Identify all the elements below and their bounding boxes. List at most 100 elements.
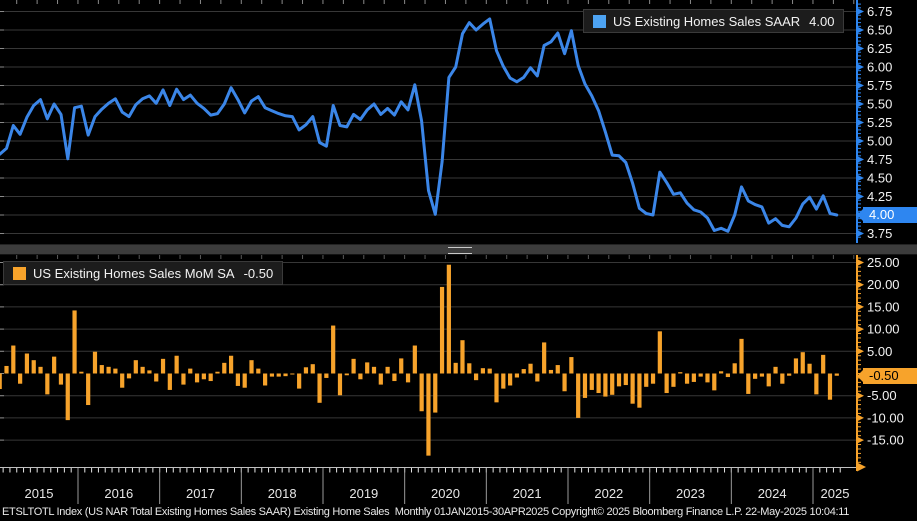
mom-bar bbox=[610, 373, 615, 395]
mom-bar bbox=[303, 367, 309, 374]
mom-bar bbox=[65, 373, 70, 421]
axis-label: 3.75 bbox=[867, 226, 892, 241]
mom-bar bbox=[698, 373, 703, 377]
axis-label: 5.00 bbox=[867, 344, 892, 359]
mom-bar bbox=[72, 310, 77, 374]
mom-bar bbox=[242, 373, 247, 388]
axis-label: 4.75 bbox=[867, 152, 892, 167]
mom-bar bbox=[494, 373, 499, 403]
axis-tick-arrow-icon bbox=[857, 137, 864, 145]
saar-line bbox=[0, 17, 839, 233]
mom-bar bbox=[827, 373, 833, 400]
mom-value-axis[interactable]: 25.00 20.00 15.00 10.00 5.00 -5.00 -10.00 -15.0… bbox=[856, 255, 904, 471]
mom-bar bbox=[528, 363, 533, 374]
mom-bar bbox=[120, 373, 125, 388]
axis-tick-arrow-icon bbox=[857, 63, 864, 71]
legend-saar[interactable]: US Existing Homes Sales SAAR 4.00 bbox=[583, 9, 845, 33]
axis-label: 5.00 bbox=[867, 134, 892, 149]
mom-bar bbox=[814, 373, 819, 395]
mom-bar bbox=[399, 358, 404, 374]
mom-bar bbox=[684, 373, 690, 384]
axis-tick-arrow-icon bbox=[857, 8, 864, 15]
axis-tick-arrow-icon bbox=[857, 259, 864, 266]
mom-bar bbox=[576, 373, 581, 418]
mom-bar bbox=[453, 362, 458, 374]
axis-tick-arrow-icon bbox=[857, 82, 864, 89]
mom-bar bbox=[691, 373, 696, 382]
axis-label: 6.75 bbox=[867, 4, 892, 19]
mom-bar bbox=[759, 373, 765, 377]
saar-series-swatch-icon bbox=[593, 14, 606, 28]
panel-divider-handle-icon[interactable] bbox=[448, 247, 472, 254]
mom-bar bbox=[58, 373, 64, 385]
axis-tick-arrow-icon bbox=[857, 193, 864, 200]
mom-bar bbox=[732, 363, 737, 374]
mom-bar bbox=[45, 373, 50, 395]
saar-series-last-value: 4.00 bbox=[809, 13, 835, 29]
mom-bar bbox=[167, 373, 172, 390]
mom-bars bbox=[0, 264, 839, 456]
year-label: 2016 bbox=[104, 486, 133, 501]
legend-mom[interactable]: US Existing Homes Sales MoM SA -0.50 bbox=[3, 261, 284, 285]
mom-bar bbox=[201, 373, 206, 380]
mom-bar bbox=[92, 351, 98, 374]
mom-bar bbox=[86, 373, 91, 406]
mom-bar bbox=[467, 363, 472, 374]
mom-bar bbox=[392, 373, 397, 382]
mom-bar bbox=[508, 373, 513, 386]
bottom-panel-plot-area[interactable] bbox=[0, 255, 857, 466]
mom-bar bbox=[317, 373, 322, 403]
saar-last-value-marker: 4.00 bbox=[857, 207, 917, 223]
year-label: 2023 bbox=[676, 486, 705, 501]
axis-label: 15.00 bbox=[867, 299, 900, 314]
mom-bar bbox=[657, 331, 662, 374]
mom-bar bbox=[800, 352, 805, 374]
axis-tick-arrow-icon bbox=[857, 436, 864, 444]
mom-bar bbox=[188, 368, 193, 374]
mom-bar bbox=[181, 373, 186, 385]
axis-label: 10.00 bbox=[867, 322, 900, 337]
axis-tick-arrow-icon bbox=[857, 392, 864, 400]
mom-bar bbox=[439, 286, 445, 374]
axis-tick-arrow-icon bbox=[857, 100, 864, 108]
mom-bar bbox=[52, 356, 57, 374]
mom-bar bbox=[358, 373, 363, 380]
mom-series-last-value: -0.50 bbox=[243, 265, 274, 281]
mom-bar bbox=[746, 373, 751, 394]
mom-bar bbox=[24, 353, 30, 374]
axis-label: 5.25 bbox=[867, 115, 892, 130]
axis-tick-arrow-icon bbox=[857, 174, 864, 182]
mom-bar bbox=[249, 360, 254, 374]
mom-bar bbox=[126, 373, 132, 379]
mom-bar bbox=[535, 373, 540, 382]
mom-bar bbox=[0, 373, 2, 390]
mom-bar bbox=[821, 354, 826, 374]
mom-bar bbox=[637, 373, 642, 408]
axis-tick-arrow-icon bbox=[857, 303, 864, 311]
mom-bar bbox=[140, 366, 145, 374]
saar-value-axis[interactable]: 6.75 6.50 6.25 6.00 5.75 5.50 5.25 5.00 4.75 4.50… bbox=[856, 0, 892, 243]
mom-bar bbox=[256, 368, 261, 374]
mom-bar bbox=[603, 373, 608, 397]
mom-bar bbox=[596, 373, 601, 394]
axis-label: 6.00 bbox=[867, 60, 892, 75]
axis-label: 4.25 bbox=[867, 189, 892, 204]
mom-bar bbox=[807, 363, 812, 374]
axis-label: -15.00 bbox=[867, 433, 904, 448]
date-axis[interactable]: 2015 2016 2017 2018 2019 2020 2021 2022 2023 2024… bbox=[0, 462, 866, 505]
mom-bar bbox=[623, 373, 628, 386]
panel-divider[interactable] bbox=[0, 244, 917, 255]
mom-bar bbox=[222, 362, 227, 374]
mom-bar bbox=[562, 373, 567, 392]
year-label: 2017 bbox=[186, 486, 215, 501]
top-panel-plot-area[interactable] bbox=[0, 0, 857, 243]
mom-bar bbox=[787, 373, 792, 376]
mom-bar bbox=[371, 366, 377, 374]
mom-bar bbox=[480, 368, 485, 374]
mom-bar bbox=[766, 373, 771, 387]
mom-bar bbox=[263, 373, 268, 386]
mom-bar bbox=[712, 373, 717, 391]
axis-tick-arrow-icon bbox=[857, 26, 864, 34]
year-label: 2025 bbox=[821, 486, 850, 501]
year-label: 2021 bbox=[513, 486, 542, 501]
